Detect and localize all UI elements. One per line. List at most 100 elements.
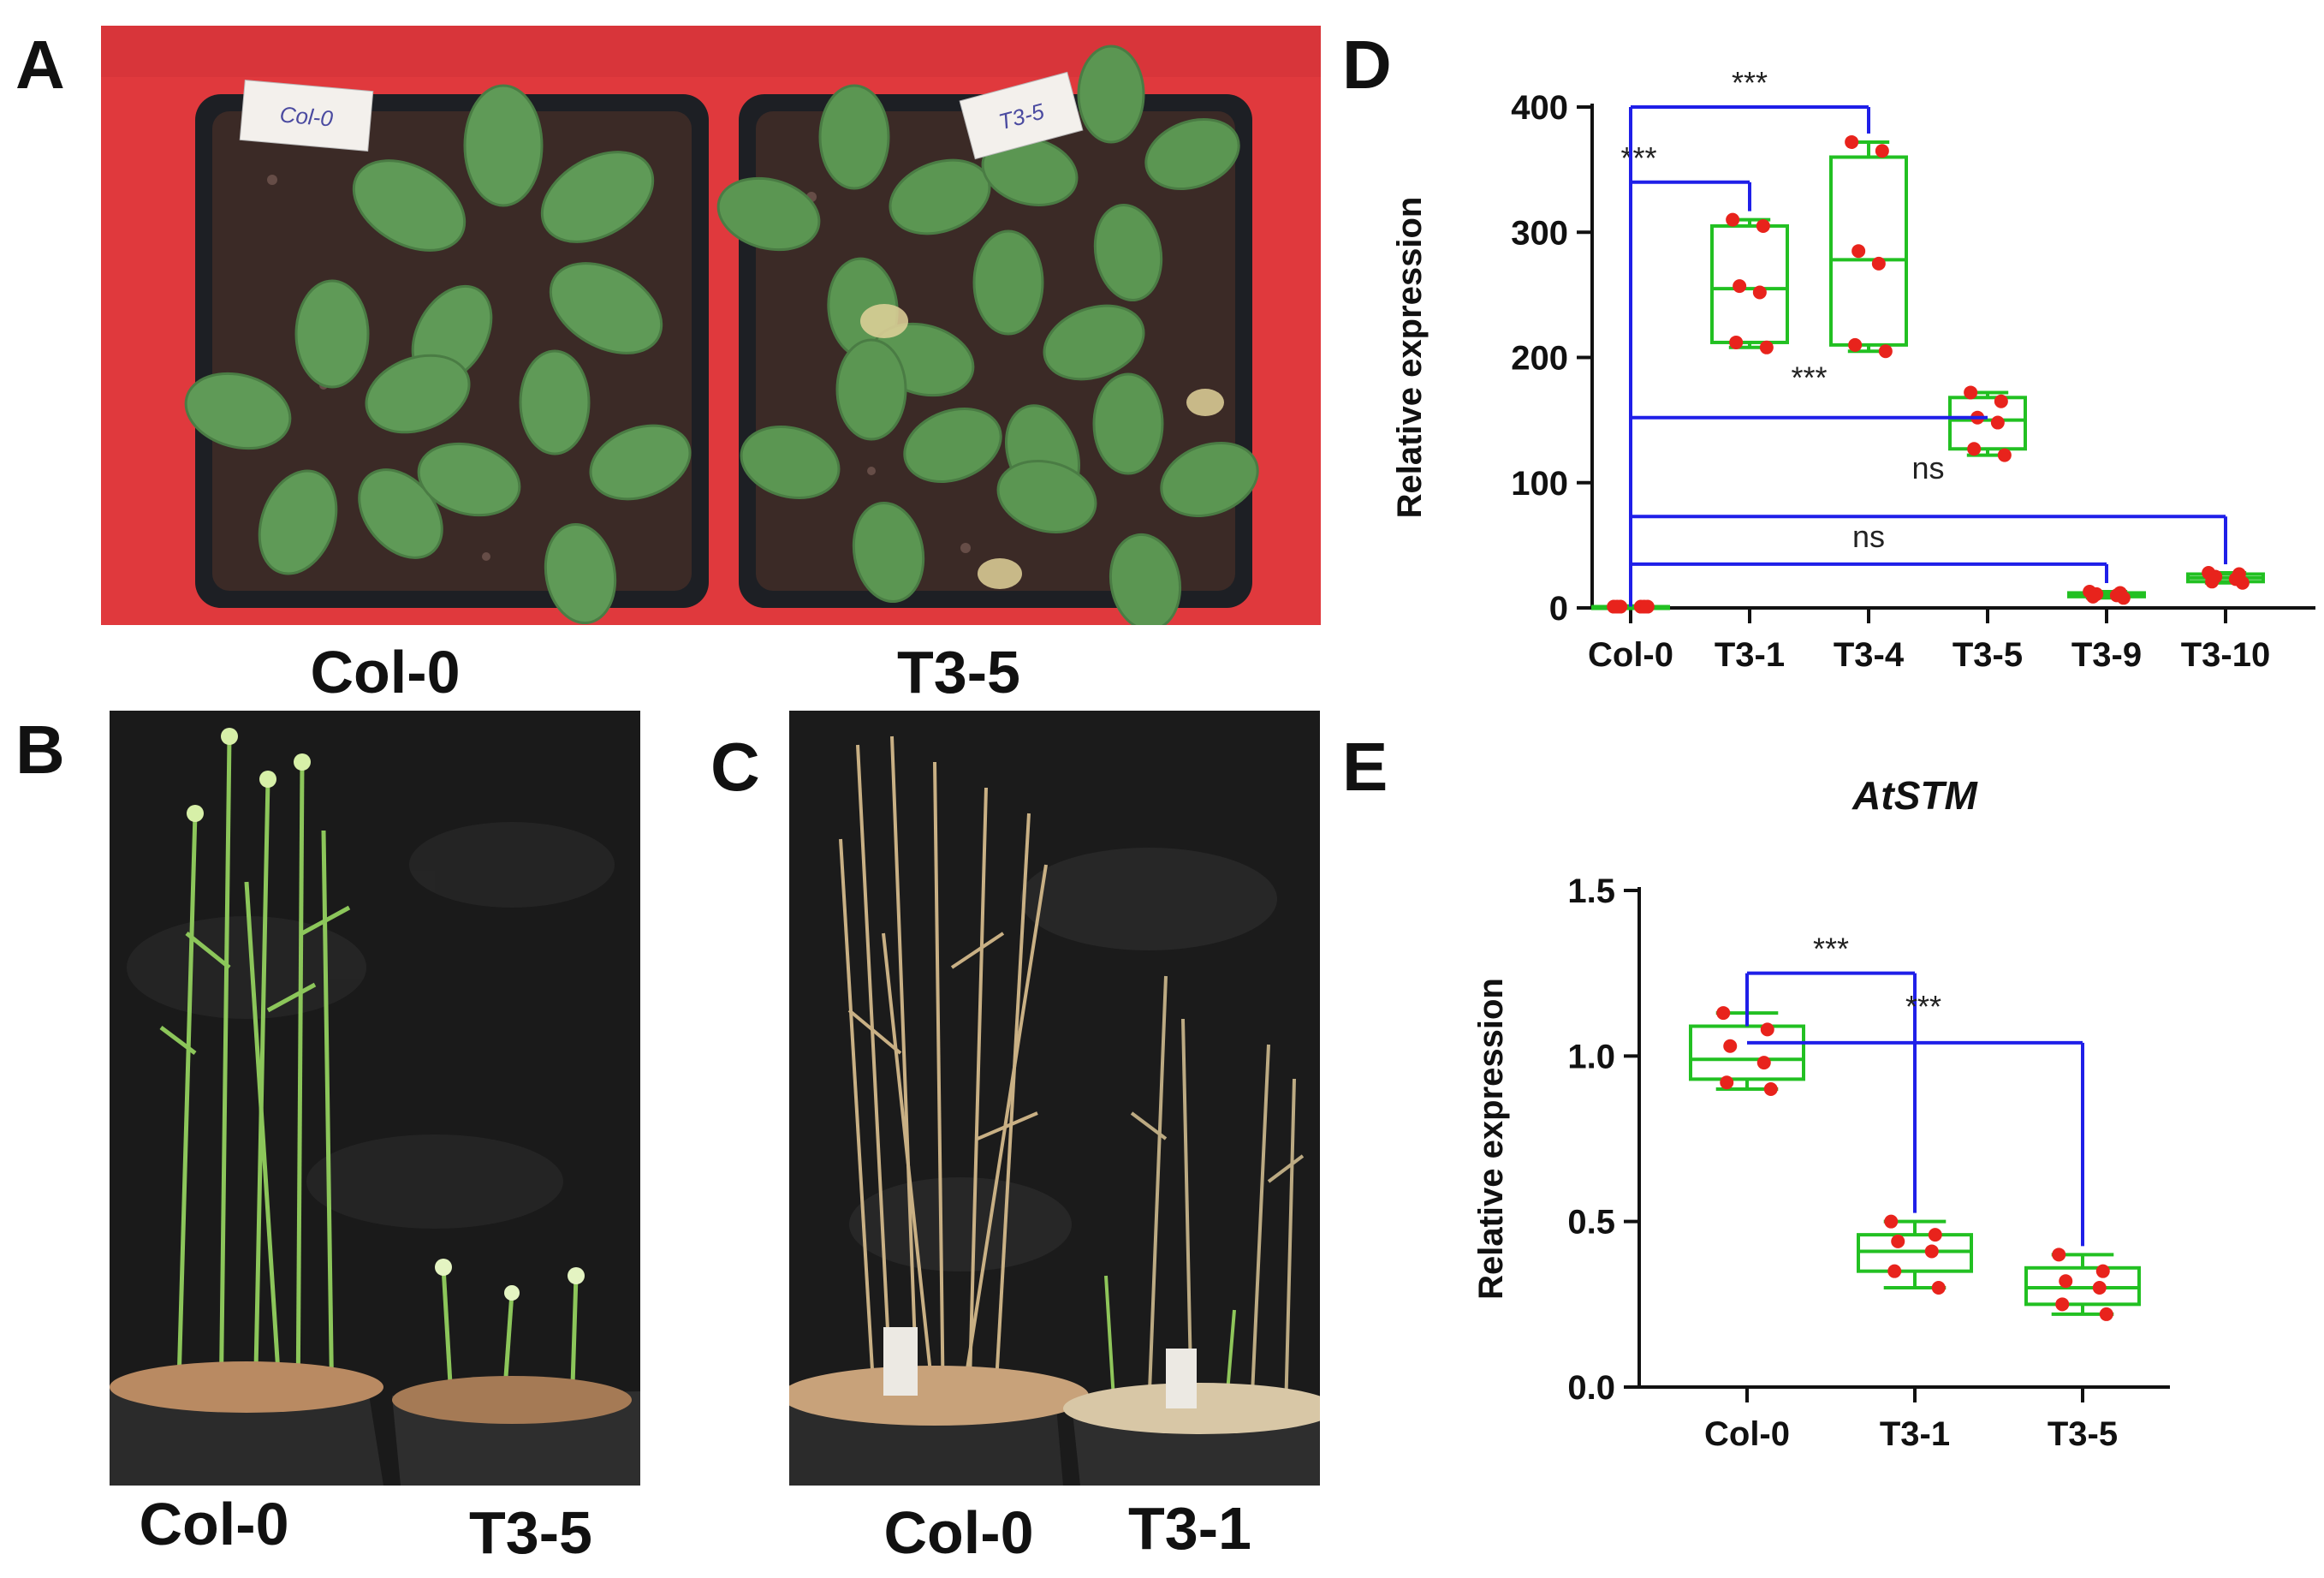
- data-point: [2055, 1297, 2070, 1312]
- pot-tag-t3-5: T3-5: [959, 71, 1084, 160]
- significance-label: ***: [1791, 360, 1827, 396]
- data-point: [2235, 575, 2250, 590]
- box-T3-5: [2024, 1248, 2141, 1321]
- label-c-t3-1: T3-1: [1128, 1495, 1251, 1562]
- significance-label: ns: [1911, 450, 1944, 485]
- y-tick-label: 1.5: [1567, 872, 1615, 910]
- data-point: [1931, 1281, 1946, 1295]
- data-point: [1967, 442, 1982, 456]
- data-point: [1871, 256, 1886, 271]
- x-tick-label: Col-0: [1704, 1415, 1790, 1453]
- data-point: [1964, 385, 1978, 400]
- data-point: [1997, 448, 2012, 462]
- y-tick-label: 400: [1511, 89, 1568, 127]
- data-point: [1756, 1056, 1771, 1070]
- data-point: [1723, 1039, 1738, 1053]
- box-T3-4: [1829, 134, 1908, 359]
- data-point: [1878, 344, 1893, 359]
- x-tick-label: Col-0: [1588, 636, 1673, 674]
- y-tick-label: 0: [1549, 590, 1568, 628]
- data-point: [2059, 1274, 2073, 1289]
- data-point: [1875, 144, 1889, 158]
- x-tick-label: T3-9: [2071, 636, 2142, 674]
- significance-bracket: ***: [1620, 140, 1751, 211]
- photo-rosettes: Col-0 T3-5: [101, 26, 1321, 625]
- significance-label: ***: [1905, 989, 1941, 1024]
- photo-bolting-t3-5-illustration: [110, 711, 640, 1486]
- x-tick-label: T3-1: [1715, 636, 1785, 674]
- y-tick-label: 300: [1511, 214, 1568, 252]
- box-T3-10: [2186, 566, 2265, 590]
- iqr-box: [1689, 1024, 1805, 1081]
- data-point: [1760, 1022, 1774, 1037]
- significance-bracket: ns: [1631, 450, 2227, 565]
- iqr-box: [1948, 396, 2027, 451]
- data-point: [1733, 279, 1747, 294]
- data-point: [1720, 1075, 1734, 1090]
- panel-letter-d: D: [1342, 27, 1392, 103]
- box-Col-0: [1591, 599, 1670, 614]
- y-axis-label: Relative expression: [1391, 197, 1429, 519]
- panel-letter-b: B: [15, 712, 65, 788]
- svg-text:Col-0: Col-0: [279, 101, 335, 131]
- box-T3-5: [1948, 385, 2027, 462]
- data-point: [1994, 394, 2008, 408]
- y-axis-label: Relative expression: [1472, 978, 1510, 1300]
- significance-label: ***: [1732, 65, 1768, 100]
- data-point: [1848, 337, 1863, 352]
- data-point: [2092, 1281, 2107, 1295]
- data-point: [1759, 340, 1774, 354]
- data-point: [1756, 218, 1770, 233]
- photo-bolting-t3-1: [789, 711, 1320, 1486]
- photo-bolting-t3-1-illustration: [789, 711, 1320, 1486]
- box-T3-1: [1857, 1214, 1973, 1295]
- x-tick-label: T3-10: [2181, 636, 2271, 674]
- significance-label: ns: [1852, 519, 1885, 554]
- y-tick-label: 0.0: [1567, 1369, 1615, 1407]
- chart-d-expression: 0 100 200 300 400 Relative expression Col-0 T3-…: [1391, 65, 2315, 674]
- panel-letter-c: C: [710, 729, 760, 805]
- data-point: [2086, 589, 2101, 604]
- significance-bracket: ***: [1747, 989, 2084, 1247]
- photo-rosettes-illustration: Col-0 T3-5: [101, 26, 1321, 625]
- photo-bolting-t3-5: [110, 711, 640, 1486]
- significance-bracket: ***: [1747, 932, 1917, 1213]
- x-tick-label: T3-5: [2048, 1415, 2118, 1453]
- significance-bracket: ***: [1631, 360, 1988, 420]
- label-b-t3-5: T3-5: [469, 1499, 592, 1566]
- data-point: [2116, 591, 2131, 605]
- data-point: [1990, 415, 2005, 430]
- box-T3-1: [1710, 212, 1789, 354]
- y-tick-label: 1.0: [1567, 1038, 1615, 1075]
- significance-bracket: ns: [1631, 519, 2108, 583]
- panel-letter-e: E: [1342, 729, 1388, 805]
- x-tick-label: T3-4: [1834, 636, 1905, 674]
- data-point: [2095, 1264, 2110, 1278]
- x-tick-label: T3-1: [1880, 1415, 1950, 1453]
- label-b-col0: Col-0: [139, 1491, 289, 1557]
- significance-label: ***: [1813, 932, 1849, 967]
- x-tick-label: T3-5: [1953, 636, 2023, 674]
- data-point: [1845, 134, 1859, 149]
- data-point: [1851, 244, 1866, 259]
- data-point: [1716, 1006, 1731, 1021]
- significance-label: ***: [1620, 140, 1656, 176]
- significance-bracket: ***: [1631, 65, 1870, 134]
- data-point: [1640, 599, 1655, 614]
- label-c-col0: Col-0: [883, 1499, 1034, 1566]
- data-point: [2205, 575, 2220, 589]
- data-point: [1726, 212, 1740, 227]
- label-a-col0: Col-0: [310, 639, 461, 706]
- panel-letter-a: A: [15, 27, 65, 103]
- chart-e-atstm-expression: AtSTM 0.0 0.5 1.0 1.5 Relative expression Col-…: [1472, 773, 2170, 1453]
- data-point: [1752, 285, 1767, 300]
- label-a-t3-5: T3-5: [897, 639, 1020, 706]
- data-point: [1891, 1234, 1905, 1248]
- box-T3-9: [2067, 584, 2146, 605]
- data-point: [1729, 335, 1744, 349]
- iqr-box: [1829, 155, 1908, 347]
- data-point: [1887, 1264, 1902, 1278]
- y-tick-label: 100: [1511, 465, 1568, 503]
- iqr-box: [1710, 223, 1789, 344]
- data-point: [1924, 1244, 1939, 1259]
